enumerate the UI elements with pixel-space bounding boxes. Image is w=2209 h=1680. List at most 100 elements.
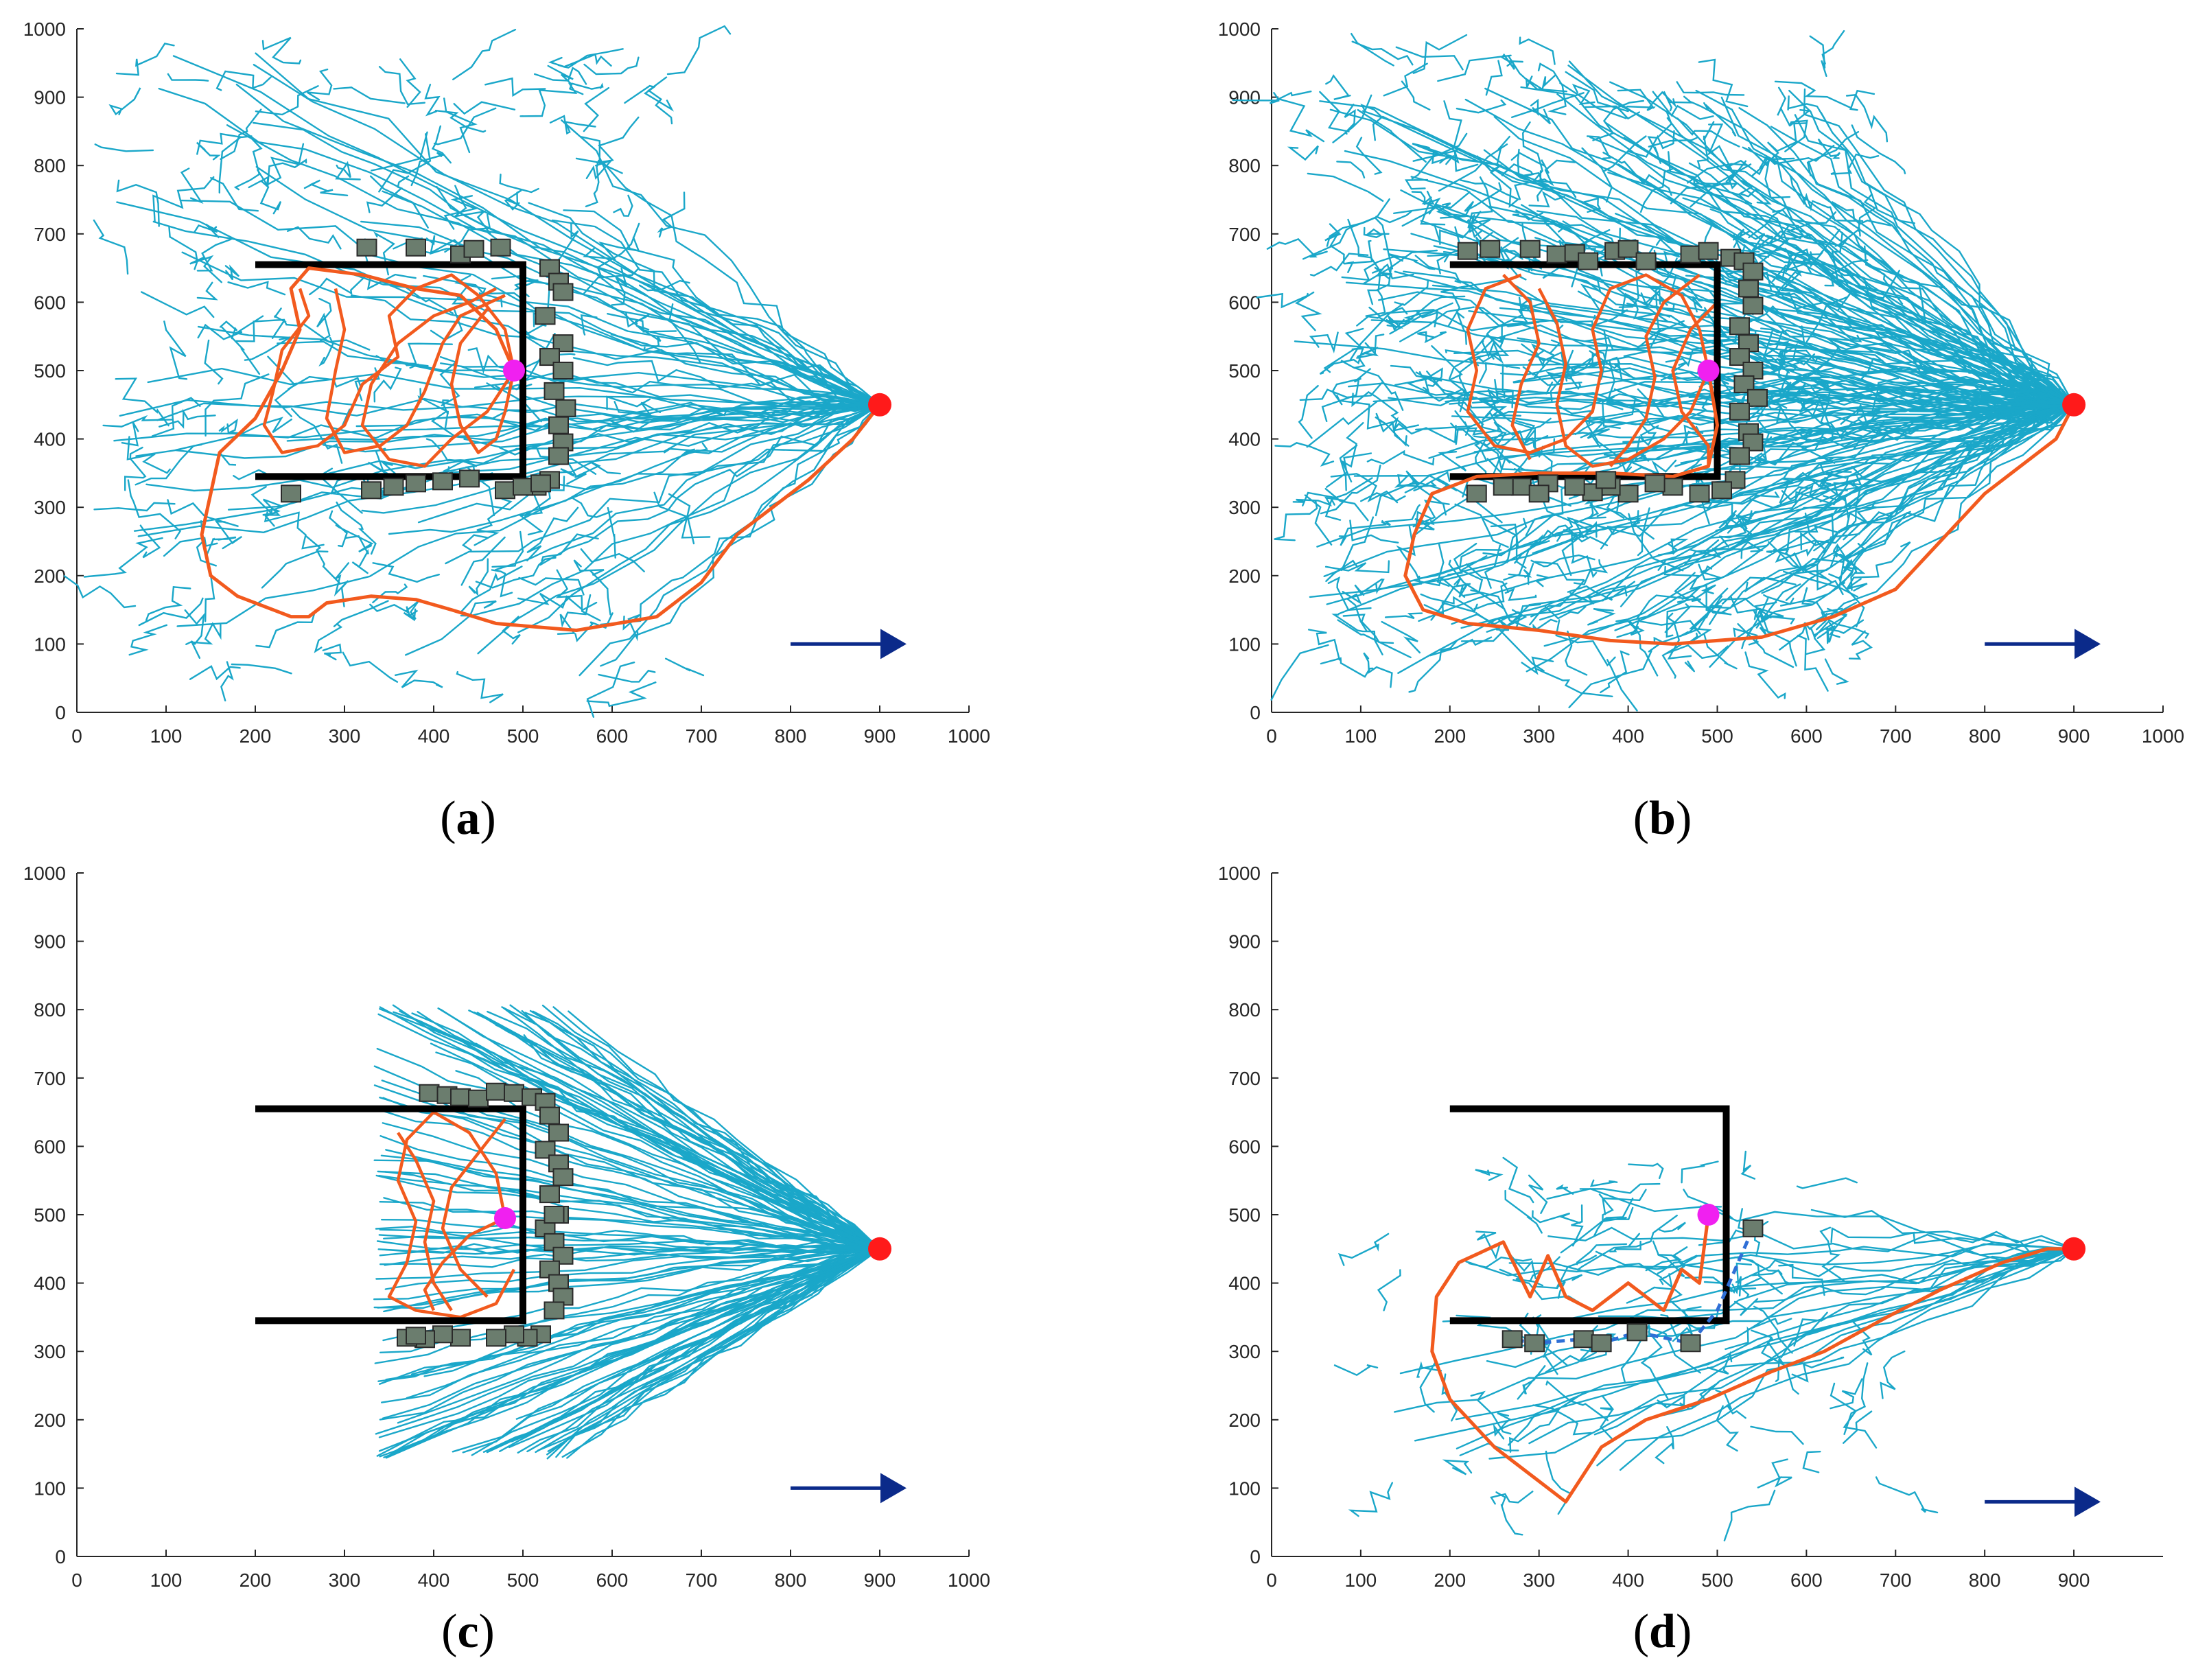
y-tick-label: 0 xyxy=(55,1546,66,1567)
obstacle xyxy=(1501,1330,1523,1349)
tree-branch xyxy=(1287,145,1319,161)
tree-branch xyxy=(1383,62,1428,97)
tree-branch xyxy=(460,536,506,586)
tree-branch xyxy=(1411,191,1441,215)
tree-branch xyxy=(431,125,452,164)
tree-branch xyxy=(1783,570,1858,598)
tree-branch xyxy=(375,1226,881,1250)
tree-branch xyxy=(1307,172,1384,202)
tree-branch xyxy=(1448,559,1506,610)
tree-branch xyxy=(1351,40,1414,66)
obstacle xyxy=(555,399,576,417)
tree-branch xyxy=(1688,544,1768,559)
tree-branch xyxy=(1319,91,1350,132)
x-tick-label: 100 xyxy=(150,725,183,747)
rrt-tree xyxy=(63,25,881,718)
obstacle xyxy=(1680,1334,1701,1353)
tree-branch xyxy=(425,438,470,462)
tree-branch xyxy=(1324,223,1345,264)
tree-branch xyxy=(1725,1318,1792,1351)
tree-branch xyxy=(499,174,539,194)
tree-branch xyxy=(1482,514,1554,557)
obstacle xyxy=(1524,1334,1545,1353)
obstacle xyxy=(383,478,404,496)
tree-branch xyxy=(271,307,287,339)
tree-branch xyxy=(167,499,239,527)
tree-branch xyxy=(1862,425,1908,439)
tree-branch xyxy=(1351,33,1394,67)
tree-branch xyxy=(1763,594,1795,605)
tree-branch xyxy=(1415,371,1469,397)
tree-branch xyxy=(176,404,881,627)
tree-branch xyxy=(1324,488,1369,522)
tree-branch xyxy=(595,116,640,167)
tree-branch xyxy=(1438,143,1508,192)
tree-branch xyxy=(1657,1255,1698,1274)
tree-branch xyxy=(375,1174,881,1250)
tree-branch xyxy=(1589,504,1655,540)
tree-branch xyxy=(1532,618,1558,631)
main-path xyxy=(200,266,881,632)
obstacle xyxy=(544,382,565,400)
tree-branch xyxy=(1745,1259,1783,1275)
tree-branch xyxy=(1349,520,1399,544)
tree-branch xyxy=(504,189,522,211)
tree-branch xyxy=(1469,211,1491,238)
y-tick-label: 700 xyxy=(1228,1068,1261,1089)
tree-branch xyxy=(291,408,343,464)
tree-branch xyxy=(468,558,489,596)
tree-branch xyxy=(1816,334,1862,370)
tree-branch xyxy=(1349,303,1404,362)
tree-branch xyxy=(1789,175,1813,212)
tree-branch xyxy=(63,575,137,609)
tree-branch xyxy=(141,291,215,318)
tree-branch xyxy=(1756,441,1799,466)
tree-branch xyxy=(366,273,417,290)
tree-branch xyxy=(1567,65,2075,406)
tree-branch xyxy=(115,43,175,76)
tree-branch xyxy=(1846,501,1877,527)
tree-branch xyxy=(1756,395,1773,445)
tree-branch xyxy=(1429,636,1493,657)
tree-branch xyxy=(1458,355,1482,412)
tree-branch xyxy=(1338,520,1387,546)
tree-branch xyxy=(433,107,497,145)
tree-branch xyxy=(1783,380,1806,404)
tree-branch xyxy=(1752,601,1777,623)
tree-branch xyxy=(611,268,628,306)
tree-branch xyxy=(395,669,443,688)
tree-branch xyxy=(1453,577,1469,598)
tree-branch xyxy=(333,600,389,627)
tree-branch xyxy=(508,1248,881,1449)
tree-branch xyxy=(1399,306,1475,342)
tree-branch xyxy=(1647,110,1673,164)
tree-branch xyxy=(1681,1160,1719,1184)
tree-branch xyxy=(1576,1233,1640,1271)
tree-branch xyxy=(1652,1240,1685,1278)
tree-branch xyxy=(1488,1248,2075,1460)
x-tick-label: 0 xyxy=(71,1570,82,1591)
tree-branch xyxy=(583,267,640,294)
tree-branch xyxy=(1592,100,1644,141)
obstacle xyxy=(548,416,569,434)
tree-branch xyxy=(572,498,613,518)
tree-branch xyxy=(1534,1255,1597,1290)
tree-branch xyxy=(1605,360,1624,410)
panel-caption: (d) xyxy=(1633,1605,1692,1658)
tree-branch xyxy=(1517,148,1545,202)
x-tick-label: 100 xyxy=(150,1570,183,1591)
tree-branch xyxy=(1266,237,1328,258)
tree-branch xyxy=(1360,104,1383,141)
obstacle xyxy=(1519,240,1541,258)
tree-branch xyxy=(1355,137,1383,175)
tree-branch xyxy=(1676,584,1716,603)
tree-branch xyxy=(1333,1364,1379,1377)
tree-branch xyxy=(1818,402,2075,460)
obstacle xyxy=(513,478,533,496)
tree-branch xyxy=(1319,347,1364,375)
tree-branch xyxy=(1336,161,1366,179)
x-tick-label: 1000 xyxy=(948,725,990,747)
tree-branch xyxy=(1545,605,1587,620)
tree-branch xyxy=(1512,301,1546,324)
tree-branch xyxy=(267,355,298,417)
